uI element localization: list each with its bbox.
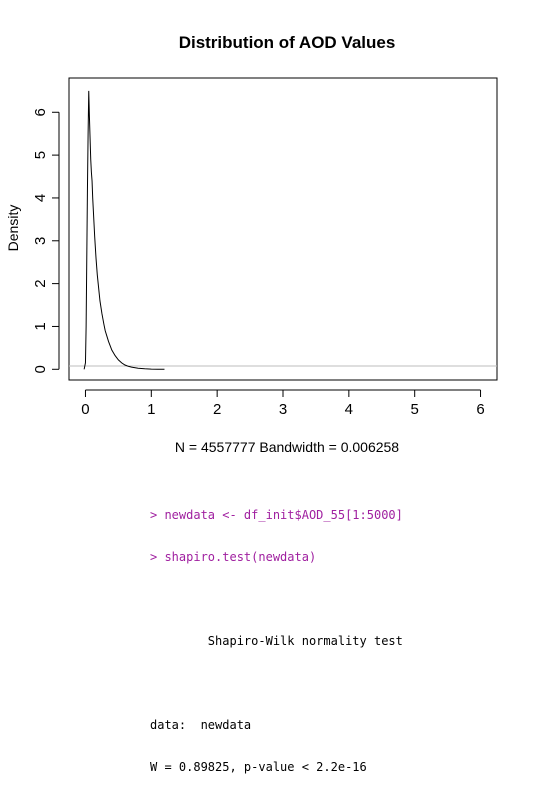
y-tick-label: 6 xyxy=(32,108,49,116)
test-title: Shapiro-Wilk normality test xyxy=(150,634,403,648)
plot-frame xyxy=(68,77,498,381)
y-tick-label: 2 xyxy=(32,279,49,287)
y-tick-label: 4 xyxy=(32,194,49,202)
console-command: > newdata <- df_init$AOD_55[1:5000] xyxy=(150,508,403,522)
test-data-line: data: newdata xyxy=(150,718,252,732)
y-tick-label: 3 xyxy=(32,237,49,245)
console-blank-line xyxy=(150,592,530,606)
x-axis-label: N = 4557777 Bandwidth = 0.006258 xyxy=(175,439,399,455)
x-tick-label: 5 xyxy=(411,401,419,418)
x-tick-label: 0 xyxy=(81,401,89,418)
x-tick-label: 2 xyxy=(213,401,221,418)
y-tick-label: 5 xyxy=(32,151,49,159)
console-command: > shapiro.test(newdata) xyxy=(150,550,317,564)
y-tick-label: 0 xyxy=(32,365,49,373)
x-tick-label: 3 xyxy=(279,401,287,418)
y-tick-label: 1 xyxy=(32,322,49,330)
console-blank-line xyxy=(150,676,530,690)
chart-title: Distribution of AOD Values xyxy=(179,33,396,52)
density-curve xyxy=(83,90,165,370)
x-tick-label: 1 xyxy=(147,401,155,418)
r-console-output: > newdata <- df_init$AOD_55[1:5000] > sh… xyxy=(150,480,530,788)
x-tick-label: 6 xyxy=(476,401,484,418)
x-axis: 0 1 2 3 4 5 6 xyxy=(81,389,485,418)
test-result-line: W = 0.89825, p-value < 2.2e-16 xyxy=(150,760,367,774)
y-axis-label: Density xyxy=(5,205,21,252)
density-plot: Distribution of AOD Values 0 1 2 3 4 5 6 0 1 2 3 4… xyxy=(5,33,498,455)
x-tick-label: 4 xyxy=(345,401,353,418)
y-axis: 0 1 2 3 4 5 6 xyxy=(32,108,60,373)
